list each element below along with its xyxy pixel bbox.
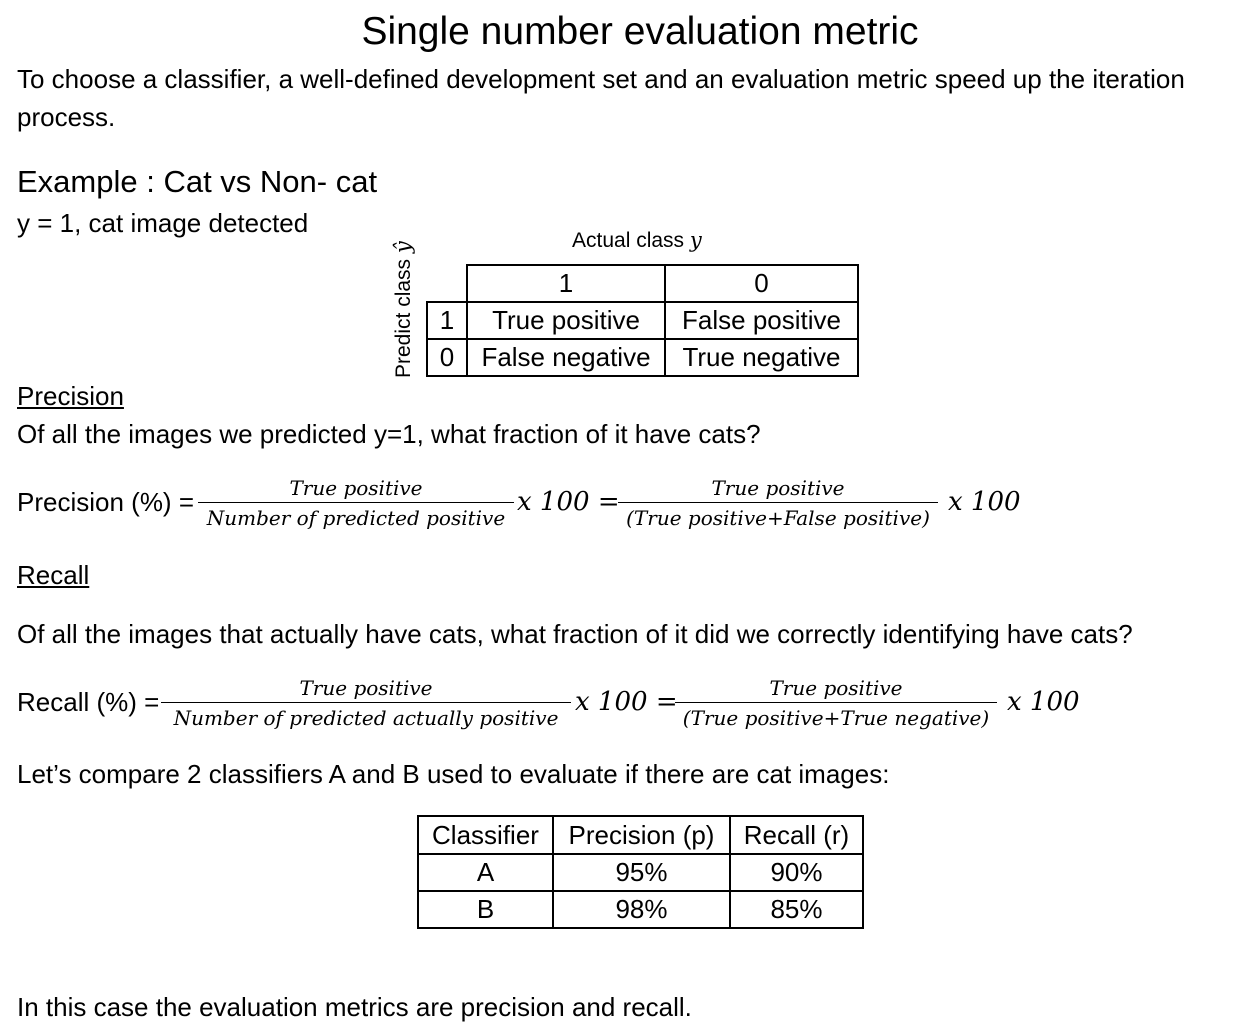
header-recall: Recall (r) [729, 815, 864, 855]
col-header-0: 0 [664, 264, 859, 303]
confusion-corner [427, 265, 467, 302]
classifier-name: A [417, 853, 554, 892]
col-header-1: 1 [466, 264, 666, 303]
confusion-row: 1 True positive False positive [426, 301, 859, 340]
recall-times-1: x 100 = [575, 687, 678, 717]
table-row: A 95% 90% [417, 853, 864, 892]
classifier-name: B [417, 890, 554, 929]
page-title: Single number evaluation metric [361, 10, 919, 53]
cell-true-negative: True negative [664, 338, 859, 377]
precision-lhs: Precision (%) = [17, 487, 194, 517]
precision-times-1: x 100 = [517, 487, 620, 517]
recall-frac1-numerator: True positive [299, 676, 433, 700]
classifier-header-row: Classifier Precision (p) Recall (r) [417, 815, 864, 855]
precision-fraction-1: True positive Number of predicted positi… [198, 474, 514, 531]
cell-false-positive: False positive [664, 301, 859, 340]
actual-class-label: Actual class y [572, 228, 702, 252]
recall-frac2-numerator: True positive [769, 676, 903, 700]
recall-question: Of all the images that actually have cat… [17, 619, 1133, 649]
row-label-1: 1 [426, 301, 468, 340]
precision-question: Of all the images we predicted y=1, what… [17, 419, 761, 449]
recall-value: 90% [729, 853, 864, 892]
recall-lhs: Recall (%) = [17, 687, 160, 717]
recall-fraction-1: True positive Number of predicted actual… [161, 674, 571, 731]
confusion-matrix: 1 0 1 True positive False positive 0 Fal… [426, 264, 859, 377]
precision-times-2: x 100 [948, 487, 1021, 517]
recall-frac2-denominator: (True positive+True negative) [682, 706, 990, 730]
recall-times-2: x 100 [1007, 687, 1080, 717]
example-note: y = 1, cat image detected [17, 208, 309, 238]
fraction-bar [618, 502, 938, 503]
header-precision: Precision (p) [552, 815, 731, 855]
precision-frac1-denominator: Number of predicted positive [206, 506, 506, 530]
precision-frac2-denominator: (True positive+False positive) [626, 506, 930, 530]
precision-frac1-numerator: True positive [289, 476, 423, 500]
precision-heading: Precision [17, 381, 124, 411]
intro-line-2: process. [17, 102, 116, 132]
table-row: B 98% 85% [417, 890, 864, 929]
recall-value: 85% [729, 890, 864, 929]
recall-fraction-2: True positive (True positive+True negati… [675, 674, 997, 731]
predict-class-label: Predict class ŷ [391, 241, 415, 378]
fraction-bar [675, 702, 997, 703]
fraction-bar [198, 502, 514, 503]
precision-fraction-2: True positive (True positive+False posit… [618, 474, 938, 531]
recall-heading: Recall [17, 560, 90, 590]
classifier-table: Classifier Precision (p) Recall (r) A 95… [417, 815, 864, 929]
confusion-header-row: 1 0 [427, 264, 859, 303]
fraction-bar [161, 702, 571, 703]
precision-value: 98% [552, 890, 731, 929]
header-classifier: Classifier [417, 815, 554, 855]
precision-frac2-numerator: True positive [711, 476, 845, 500]
compare-intro: Let’s compare 2 classifiers A and B used… [17, 759, 890, 789]
intro-line-1: To choose a classifier, a well-defined d… [17, 64, 1185, 94]
recall-frac1-denominator: Number of predicted actually positive [173, 706, 559, 730]
conclusion: In this case the evaluation metrics are … [17, 992, 692, 1022]
precision-value: 95% [552, 853, 731, 892]
cell-false-negative: False negative [466, 338, 666, 377]
cell-true-positive: True positive [466, 301, 666, 340]
row-label-0: 0 [426, 338, 468, 377]
confusion-row: 0 False negative True negative [426, 338, 859, 377]
example-heading: Example : Cat vs Non- cat [17, 164, 378, 199]
